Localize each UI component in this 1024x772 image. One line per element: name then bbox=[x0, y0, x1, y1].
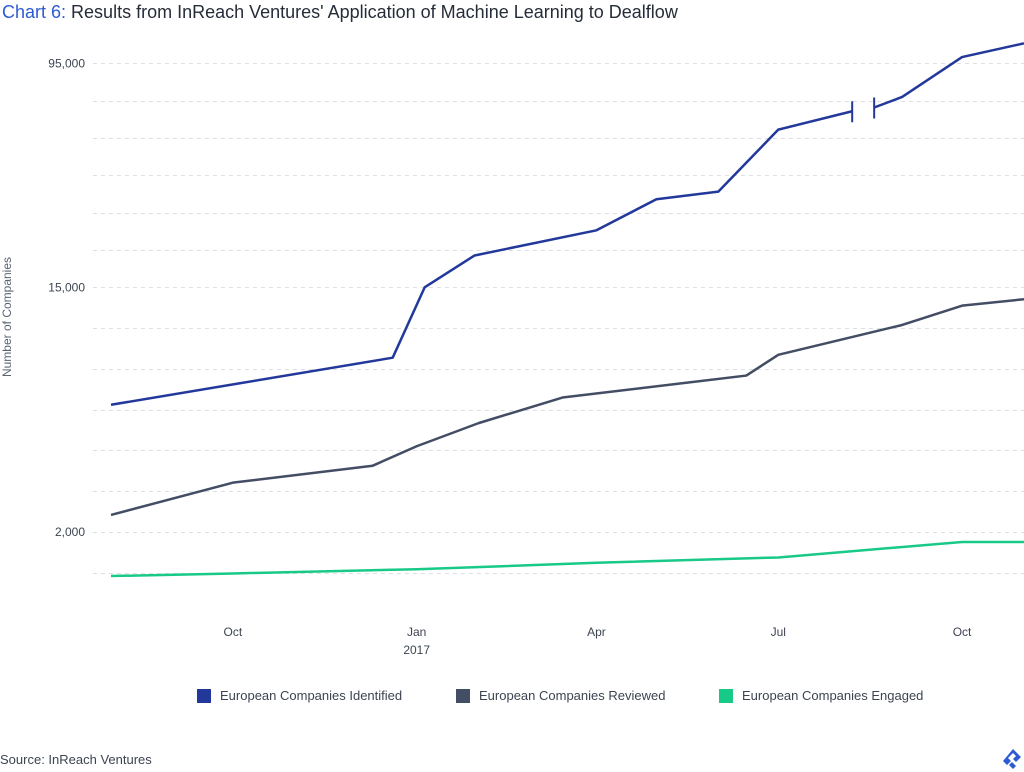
legend-label-reviewed: European Companies Reviewed bbox=[479, 688, 666, 703]
series-line-identified-part-2 bbox=[873, 42, 1024, 109]
y-axis-label: Number of Companies bbox=[0, 257, 14, 377]
legend-swatch-identified bbox=[197, 688, 211, 703]
legend: European Companies Identified European C… bbox=[0, 688, 1024, 708]
x-tick-label: Jan bbox=[407, 625, 426, 639]
chart-title-text: Results from InReach Ventures' Applicati… bbox=[71, 2, 678, 22]
brand-logo-icon bbox=[1003, 749, 1021, 769]
legend-item-reviewed[interactable]: European Companies Reviewed bbox=[456, 688, 665, 703]
legend-label-identified: European Companies Identified bbox=[220, 688, 403, 703]
x-tick-label: Jul bbox=[771, 625, 786, 639]
series-lines bbox=[110, 42, 1024, 578]
legend-label-engaged: European Companies Engaged bbox=[742, 688, 924, 703]
y-tick-label: 15,000 bbox=[48, 280, 85, 294]
series-line-reviewed bbox=[110, 297, 1024, 517]
grid-lines bbox=[93, 63, 1024, 574]
source-note: Source: InReach Ventures bbox=[0, 752, 152, 767]
y-tick-label: 2,000 bbox=[55, 525, 85, 539]
chart-title: Chart 6: Results from InReach Ventures' … bbox=[2, 2, 678, 23]
x-axis-ticks: Oct Jan 2017 Apr Jul Oct bbox=[224, 625, 973, 657]
x-tick-label: Oct bbox=[224, 625, 243, 639]
chart-title-prefix: Chart 6: bbox=[2, 2, 67, 22]
x-tick-label: Oct bbox=[953, 625, 972, 639]
series-line-identified-part-1 bbox=[110, 110, 853, 406]
legend-item-engaged[interactable]: European Companies Engaged bbox=[719, 688, 923, 703]
series-line-engaged bbox=[110, 540, 1024, 578]
legend-swatch-engaged bbox=[719, 688, 733, 703]
legend-swatch-reviewed bbox=[456, 688, 470, 703]
x-tick-sublabel: 2017 bbox=[403, 643, 430, 657]
y-axis-ticks: 2,000 15,000 95,000 bbox=[48, 56, 85, 539]
x-tick-label: Apr bbox=[587, 625, 606, 639]
y-tick-label: 95,000 bbox=[48, 56, 85, 70]
legend-item-identified[interactable]: European Companies Identified bbox=[197, 688, 402, 703]
